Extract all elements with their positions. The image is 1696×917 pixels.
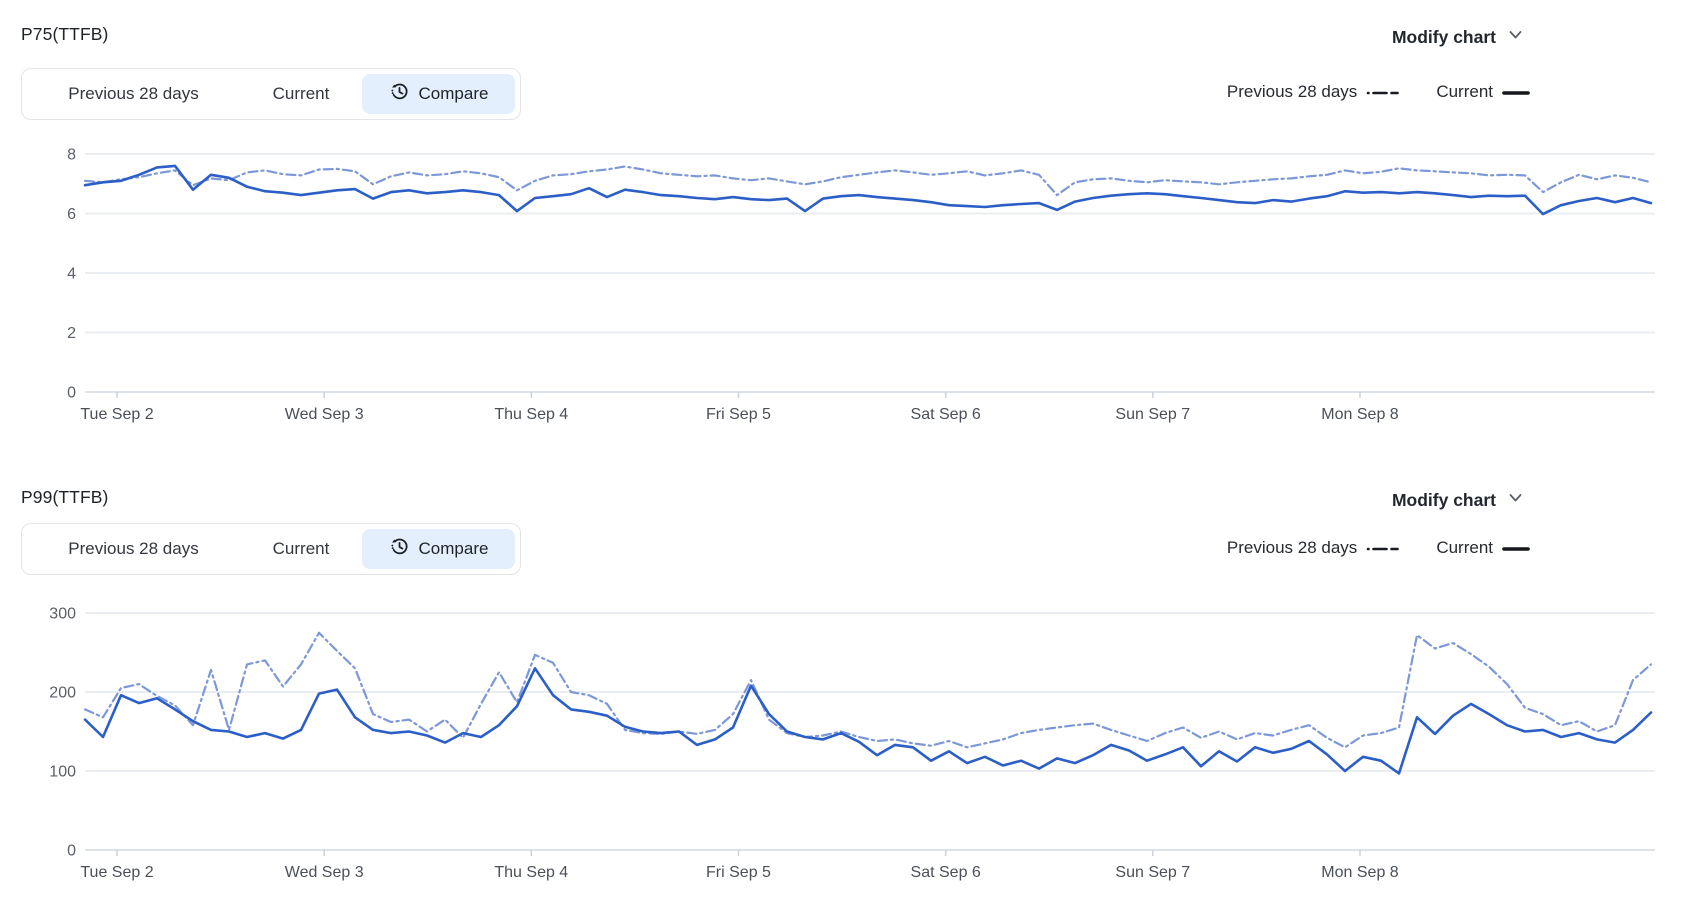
chart-legend: Previous 28 days Current: [1227, 538, 1530, 558]
modify-chart-label: Modify chart: [1391, 489, 1496, 510]
svg-text:300: 300: [49, 606, 76, 623]
range-tab-group: Previous 28 days Current Compare: [21, 523, 521, 575]
tab-label: Previous 28 days: [68, 539, 199, 558]
svg-text:Thu Sep 4: Thu Sep 4: [494, 864, 568, 881]
svg-text:200: 200: [49, 685, 76, 702]
tab-previous-28-days[interactable]: Previous 28 days: [27, 529, 240, 569]
chevron-down-icon: [1507, 489, 1524, 511]
tab-label: Previous 28 days: [68, 84, 199, 103]
svg-text:Wed Sep 3: Wed Sep 3: [285, 406, 364, 423]
tab-compare[interactable]: Compare: [362, 529, 515, 569]
chart-legend: Previous 28 days Current: [1227, 82, 1530, 102]
modify-chart-button[interactable]: Modify chart: [1392, 26, 1524, 48]
svg-text:0: 0: [67, 843, 76, 860]
legend-label: Previous 28 days: [1226, 538, 1358, 557]
legend-item-previous: Previous 28 days: [1227, 538, 1400, 558]
svg-text:Sun Sep 7: Sun Sep 7: [1115, 864, 1190, 881]
tab-current[interactable]: Current: [240, 529, 362, 569]
range-tab-group: Previous 28 days Current Compare: [21, 68, 521, 120]
svg-text:0: 0: [67, 385, 76, 402]
svg-text:8: 8: [67, 147, 76, 164]
modify-chart-button[interactable]: Modify chart: [1392, 489, 1524, 511]
svg-text:2: 2: [67, 325, 76, 342]
svg-text:Sat Sep 6: Sat Sep 6: [911, 406, 981, 423]
tab-label: Current: [272, 84, 330, 103]
legend-label: Current: [1436, 538, 1493, 557]
svg-text:Sat Sep 6: Sat Sep 6: [911, 864, 981, 881]
solid-line-swatch: [1502, 538, 1530, 558]
tab-label: Compare: [418, 539, 489, 558]
svg-text:6: 6: [67, 206, 76, 223]
dash-dot-line-swatch: [1366, 538, 1400, 558]
page-title-p75: P75(TTFB): [21, 24, 109, 44]
svg-text:100: 100: [49, 764, 76, 781]
svg-text:Tue Sep 2: Tue Sep 2: [80, 406, 153, 423]
svg-text:Thu Sep 4: Thu Sep 4: [494, 406, 568, 423]
legend-label: Previous 28 days: [1226, 82, 1358, 101]
svg-text:4: 4: [67, 266, 76, 283]
svg-text:Tue Sep 2: Tue Sep 2: [80, 864, 153, 881]
solid-line-swatch: [1502, 82, 1530, 102]
svg-text:Sun Sep 7: Sun Sep 7: [1115, 406, 1190, 423]
svg-text:Fri Sep 5: Fri Sep 5: [706, 406, 771, 423]
history-icon: [389, 81, 410, 107]
legend-item-current: Current: [1436, 82, 1530, 102]
legend-item-previous: Previous 28 days: [1227, 82, 1400, 102]
tab-label: Compare: [418, 84, 489, 103]
tab-previous-28-days[interactable]: Previous 28 days: [27, 74, 240, 114]
svg-text:Mon Sep 8: Mon Sep 8: [1321, 406, 1398, 423]
modify-chart-label: Modify chart: [1391, 26, 1496, 47]
svg-text:Fri Sep 5: Fri Sep 5: [706, 864, 771, 881]
chevron-down-icon: [1507, 26, 1524, 48]
svg-text:Wed Sep 3: Wed Sep 3: [285, 864, 364, 881]
page-title-p99: P99(TTFB): [21, 487, 109, 507]
tab-compare[interactable]: Compare: [362, 74, 515, 114]
legend-label: Current: [1436, 82, 1493, 101]
history-icon: [389, 536, 410, 562]
tab-label: Current: [272, 539, 330, 558]
tab-current[interactable]: Current: [240, 74, 362, 114]
legend-item-current: Current: [1436, 538, 1530, 558]
svg-text:Mon Sep 8: Mon Sep 8: [1321, 864, 1398, 881]
dash-dot-line-swatch: [1366, 82, 1400, 102]
